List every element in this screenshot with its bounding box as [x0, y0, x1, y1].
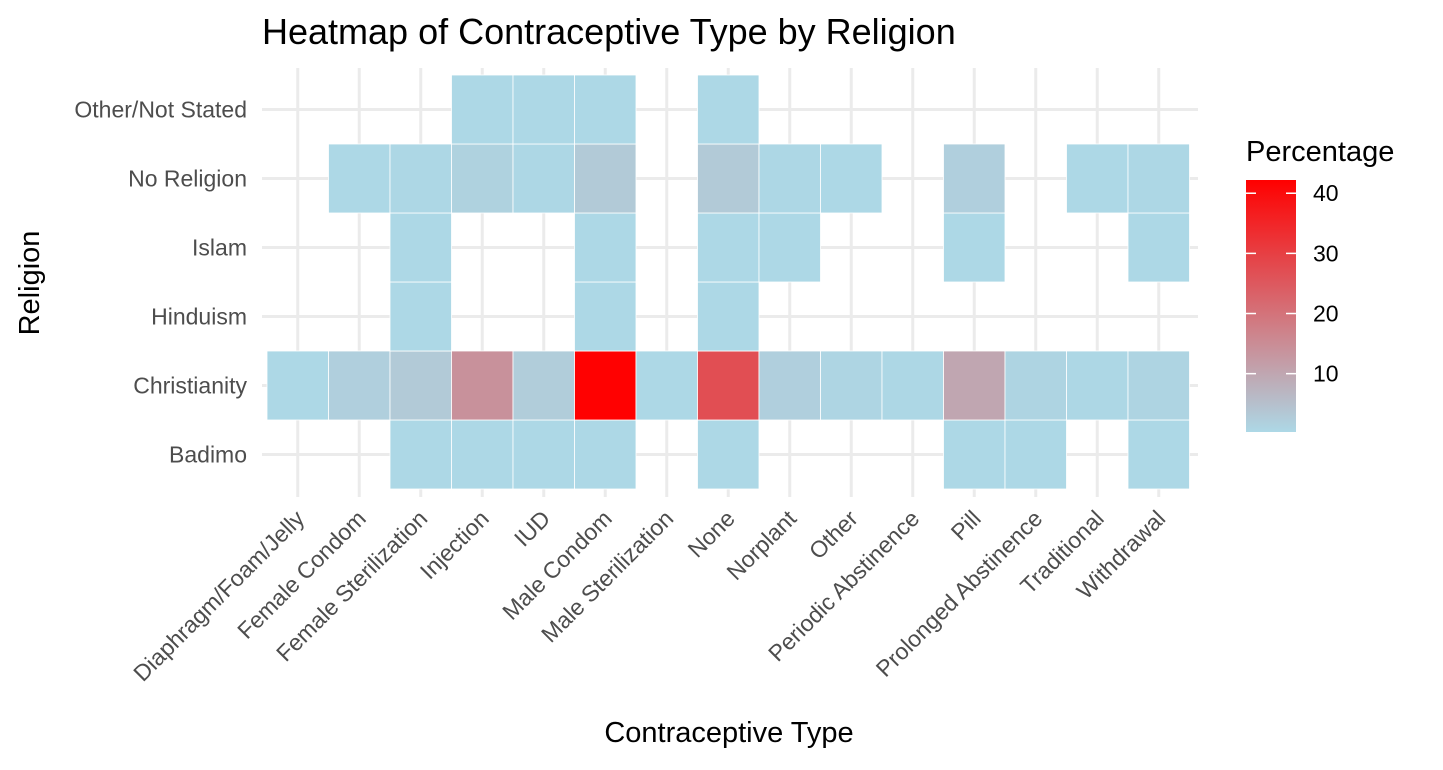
heatmap-cell — [389, 143, 452, 214]
heatmap-cell — [451, 419, 514, 490]
heatmap-cell — [820, 143, 883, 214]
x-tick-label: Other — [804, 505, 863, 564]
x-tick-label: Pill — [946, 505, 986, 545]
heatmap-cell — [451, 74, 514, 145]
heatmap-cell — [758, 212, 821, 283]
heatmap-cell — [512, 143, 575, 214]
heatmap-cell — [635, 350, 698, 421]
heatmap-cell — [328, 143, 391, 214]
heatmap-cell — [943, 419, 1006, 490]
heatmap-cell — [1127, 419, 1190, 490]
heatmap-cell — [1066, 143, 1129, 214]
y-tick-label: Badimo — [169, 442, 247, 468]
heatmap-cell — [574, 212, 637, 283]
heatmap-cell — [1127, 143, 1190, 214]
heatmap-cell — [574, 419, 637, 490]
heatmap-cell — [697, 281, 760, 352]
y-tick-label: Islam — [192, 235, 247, 261]
heatmap-cell — [451, 143, 514, 214]
x-tick-label: Norplant — [721, 505, 801, 585]
heatmap-cell — [451, 350, 514, 421]
y-tick-label: Hinduism — [151, 304, 247, 330]
heatmap-cell — [512, 419, 575, 490]
color-legend: Percentage 10 20 30 40 — [1246, 136, 1394, 432]
heatmap-cell — [389, 419, 452, 490]
heatmap-cell — [389, 281, 452, 352]
heatmap-cell — [943, 350, 1006, 421]
heatmap-cell — [574, 74, 637, 145]
chart-title: Heatmap of Contraceptive Type by Religio… — [262, 11, 956, 52]
heatmap-cell — [1066, 350, 1129, 421]
heatmap-cell — [697, 212, 760, 283]
heatmap-cell — [574, 143, 637, 214]
legend-tick-label: 20 — [1313, 301, 1339, 327]
heatmap-cell — [881, 350, 944, 421]
heatmap-cell — [1004, 350, 1067, 421]
heatmap-cells — [266, 74, 1190, 490]
heatmap-cell — [1127, 212, 1190, 283]
heatmap-cell — [1127, 350, 1190, 421]
heatmap-cell — [758, 350, 821, 421]
heatmap-cell — [697, 419, 760, 490]
y-tick-label: No Religion — [128, 166, 247, 192]
legend-tick-label: 30 — [1313, 240, 1339, 266]
heatmap-cell — [328, 350, 391, 421]
heatmap-cell — [1004, 419, 1067, 490]
y-tick-label: Christianity — [133, 373, 247, 399]
heatmap-cell — [697, 143, 760, 214]
legend-color-bar — [1246, 180, 1296, 432]
heatmap-cell — [574, 350, 637, 421]
heatmap-cell — [758, 143, 821, 214]
heatmap-cell — [389, 212, 452, 283]
y-axis-label: Religion — [14, 231, 46, 336]
heatmap-cell — [512, 74, 575, 145]
legend-tick-label: 40 — [1313, 180, 1339, 206]
x-tick-label: IUD — [509, 505, 555, 551]
x-axis-label: Contraceptive Type — [604, 717, 853, 749]
legend-tick-label: 10 — [1313, 361, 1339, 387]
x-tick-label: None — [683, 505, 740, 562]
x-tick-label: Injection — [415, 505, 494, 584]
heatmap-cell — [820, 350, 883, 421]
heatmap-cell — [697, 74, 760, 145]
legend-ticks: 10 20 30 40 — [1246, 180, 1339, 387]
y-tick-labels: Badimo Christianity Hinduism Islam No Religi… — [74, 97, 247, 468]
y-tick-label: Other/Not Stated — [74, 97, 247, 123]
heatmap-cell — [943, 212, 1006, 283]
legend-title: Percentage — [1246, 136, 1394, 168]
heatmap-cell — [389, 350, 452, 421]
heatmap-cell — [943, 143, 1006, 214]
heatmap-cell — [266, 350, 329, 421]
heatmap-cell — [574, 281, 637, 352]
heatmap-cell — [697, 350, 760, 421]
heatmap-cell — [512, 350, 575, 421]
